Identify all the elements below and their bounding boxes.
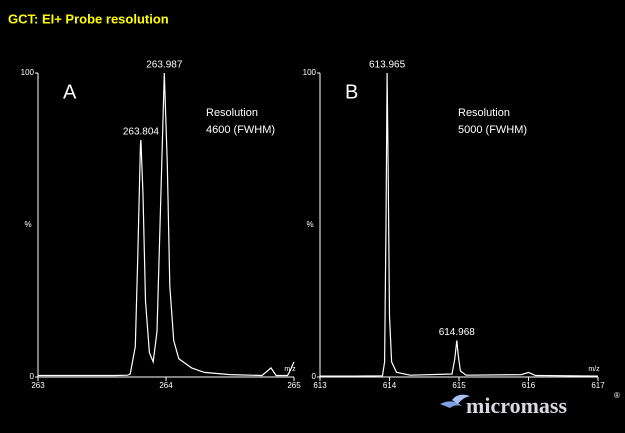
logo: micromass (466, 393, 567, 418)
y-tick-label: 100 (21, 68, 35, 77)
x-tick-label: 614 (383, 381, 397, 390)
x-tick-label: 617 (591, 381, 605, 390)
peak-label: 263.804 (123, 127, 160, 138)
x-tick-label: 615 (452, 381, 466, 390)
title: GCT: EI+ Probe resolution (8, 11, 169, 26)
x-axis-label: m/z (588, 366, 600, 373)
y-tick-label: 0 (30, 372, 35, 381)
annotation: 4600 (FWHM) (206, 124, 275, 136)
y-axis-label: % (306, 220, 313, 229)
y-tick-label: 0 (312, 372, 317, 381)
x-tick-label: 613 (313, 381, 327, 390)
peak-label: 613.965 (369, 60, 406, 71)
x-tick-label: 265 (287, 381, 301, 390)
logo-mark (440, 394, 470, 408)
peak-label: 263.987 (146, 60, 183, 71)
annotation: Resolution (206, 107, 258, 119)
registered-mark: ® (614, 391, 620, 400)
y-axis-label: % (24, 220, 31, 229)
annotation: Resolution (458, 107, 510, 119)
spectrum-line (38, 72, 295, 377)
peak-label: 614.968 (439, 327, 476, 338)
x-tick-label: 264 (159, 381, 173, 390)
y-tick-label: 100 (303, 68, 317, 77)
x-tick-label: 616 (522, 381, 536, 390)
spectrum-line (320, 72, 599, 377)
annotation: 5000 (FWHM) (458, 124, 527, 136)
panel-label: A (63, 81, 77, 103)
panel-label: B (345, 81, 358, 103)
x-tick-label: 263 (31, 381, 45, 390)
